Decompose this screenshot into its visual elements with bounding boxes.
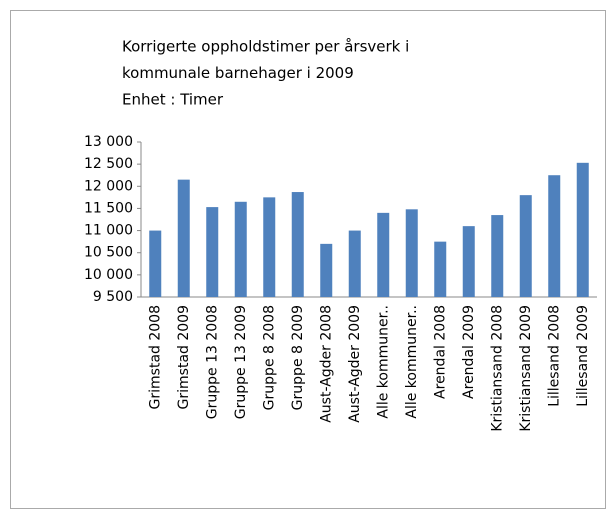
bar — [206, 207, 219, 297]
y-tick-label: 11 000 — [84, 223, 133, 239]
x-tick-label: Alle kommuner.. — [375, 305, 391, 419]
y-tick-label: 11 500 — [84, 200, 133, 216]
x-tick-label: Arendal 2009 — [461, 305, 477, 399]
x-tick-label: Alle kommuner.. — [404, 305, 420, 419]
x-tick-label: Gruppe 13 2008 — [204, 305, 220, 419]
x-tick-label: Gruppe 13 2009 — [233, 305, 249, 419]
x-tick-label: Grimstad 2008 — [147, 305, 163, 409]
bar — [405, 209, 418, 297]
bar — [377, 212, 390, 297]
y-tick-label: 12 500 — [84, 156, 133, 172]
bar — [491, 215, 504, 297]
x-tick-label: Arendal 2008 — [432, 305, 448, 399]
chart-title: kommunale barnehager i 2009 — [122, 64, 354, 82]
x-tick-label: Lillesand 2008 — [546, 305, 562, 407]
bar — [234, 201, 247, 297]
bar — [177, 179, 190, 297]
y-tick-label: 12 000 — [84, 178, 133, 194]
x-tick-label: Gruppe 8 2009 — [290, 305, 306, 410]
x-tick-label: Aust-Agder 2008 — [318, 305, 334, 423]
bar — [576, 162, 589, 297]
x-tick-label: Lillesand 2009 — [575, 305, 591, 407]
bar — [348, 230, 361, 297]
chart-title: Enhet : Timer — [122, 91, 224, 109]
bar — [263, 197, 276, 297]
y-tick-label: 9 500 — [93, 289, 133, 305]
x-tick-label: Kristiansand 2008 — [489, 305, 505, 432]
y-tick-label: 13 000 — [84, 134, 133, 150]
chart-border — [10, 10, 606, 509]
y-tick-label: 10 000 — [84, 267, 133, 283]
bar — [548, 175, 561, 297]
x-tick-label: Kristiansand 2009 — [518, 305, 534, 432]
x-tick-label: Aust-Agder 2009 — [347, 305, 363, 423]
x-tick-label: Gruppe 8 2008 — [261, 305, 277, 410]
bar — [462, 226, 475, 297]
bar — [434, 241, 447, 297]
y-tick-label: 10 500 — [84, 245, 133, 261]
chart-title: Korrigerte oppholdstimer per årsverk i — [122, 38, 409, 56]
bar — [149, 230, 162, 297]
x-tick-label: Grimstad 2009 — [176, 305, 192, 409]
bar — [320, 243, 333, 297]
bar — [519, 195, 532, 297]
bar — [291, 192, 304, 297]
